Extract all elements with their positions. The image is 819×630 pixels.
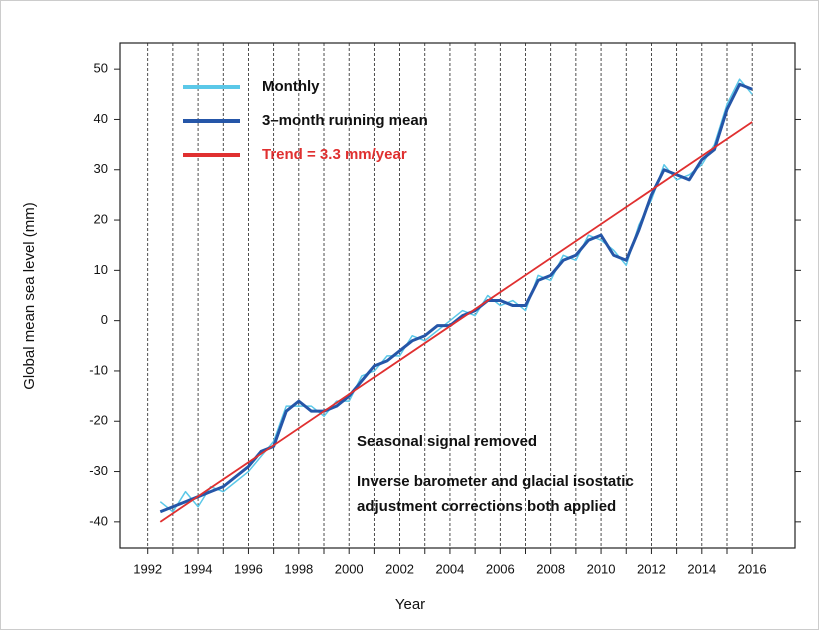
x-tick-label: 2000 <box>335 561 364 576</box>
x-tick-label: 2006 <box>486 561 515 576</box>
y-tick-label: 0 <box>101 312 108 327</box>
x-tick-label: 2008 <box>536 561 565 576</box>
y-tick-label: 40 <box>94 111 108 126</box>
y-tick-label: -30 <box>89 463 108 478</box>
x-tick-label: 2012 <box>637 561 666 576</box>
x-tick-label: 2002 <box>385 561 414 576</box>
annotation: Seasonal signal removed <box>357 433 537 450</box>
x-tick-label: 2016 <box>738 561 767 576</box>
x-tick-label: 2014 <box>687 561 716 576</box>
annotation: Inverse barometer and glacial isostatic <box>357 473 634 490</box>
legend-label: 3–month running mean <box>262 112 428 129</box>
y-tick-label: -10 <box>89 362 108 377</box>
series-line <box>159 121 753 523</box>
y-tick-label: 20 <box>94 211 108 226</box>
x-axis-label: Year <box>395 596 425 613</box>
y-tick-label: 10 <box>94 262 108 277</box>
legend-label: Trend = 3.3 mm/year <box>262 146 407 163</box>
y-tick-label: -20 <box>89 413 108 428</box>
y-axis-label: Global mean sea level (mm) <box>21 202 38 390</box>
plot-border <box>119 42 796 549</box>
y-tick-label: -40 <box>89 513 108 528</box>
plot-area <box>120 43 795 548</box>
x-tick-label: 1994 <box>184 561 213 576</box>
x-tick-label: 2010 <box>587 561 616 576</box>
x-tick-label: 1996 <box>234 561 263 576</box>
x-tick-label: 1992 <box>133 561 162 576</box>
y-tick-label: 50 <box>94 61 108 76</box>
series-line <box>159 82 753 514</box>
y-tick-label: 30 <box>94 161 108 176</box>
x-tick-label: 2004 <box>435 561 464 576</box>
x-tick-label: 1998 <box>284 561 313 576</box>
annotation: adjustment corrections both applied <box>357 498 616 515</box>
series-line <box>159 78 753 513</box>
legend-label: Monthly <box>262 78 320 95</box>
